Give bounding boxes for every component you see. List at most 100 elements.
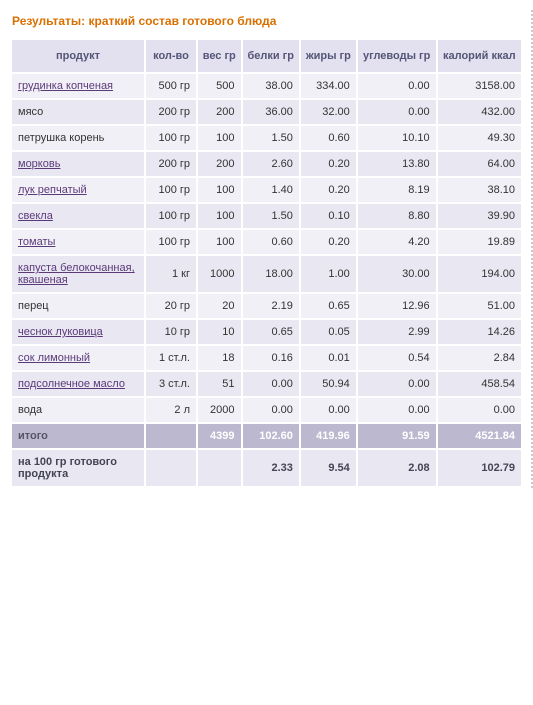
table-row: подсолнечное масло3 ст.л.510.0050.940.00… <box>11 371 522 397</box>
carbs-cell: 12.96 <box>357 293 437 319</box>
col-qty: кол-во <box>145 39 197 73</box>
per100-kcal: 102.79 <box>437 449 522 487</box>
per100-weight <box>197 449 242 487</box>
product-cell: петрушка корень <box>11 125 145 151</box>
total-carbs: 91.59 <box>357 423 437 449</box>
weight-cell: 51 <box>197 371 242 397</box>
kcal-cell: 2.84 <box>437 345 522 371</box>
table-row: лук репчатый100 гр1001.400.208.1938.10 <box>11 177 522 203</box>
fat-cell: 0.60 <box>300 125 357 151</box>
product-link[interactable]: подсолнечное масло <box>18 378 125 390</box>
col-carbs: углеводы гр <box>357 39 437 73</box>
total-label: итого <box>11 423 145 449</box>
product-link[interactable]: томаты <box>18 236 55 248</box>
qty-cell: 200 гр <box>145 99 197 125</box>
product-link[interactable]: грудинка копченая <box>18 80 113 92</box>
qty-cell: 100 гр <box>145 125 197 151</box>
table-row: свекла100 гр1001.500.108.8039.90 <box>11 203 522 229</box>
product-link[interactable]: свекла <box>18 210 53 222</box>
product-link[interactable]: сок лимонный <box>18 352 90 364</box>
fat-cell: 0.20 <box>300 151 357 177</box>
protein-cell: 38.00 <box>242 73 300 99</box>
protein-cell: 18.00 <box>242 255 300 293</box>
total-fat: 419.96 <box>300 423 357 449</box>
total-qty <box>145 423 197 449</box>
product-link[interactable]: капуста белокочанная, квашеная <box>18 262 135 286</box>
product-cell: томаты <box>11 229 145 255</box>
weight-cell: 100 <box>197 229 242 255</box>
fat-cell: 50.94 <box>300 371 357 397</box>
table-row: грудинка копченая500 гр50038.00334.000.0… <box>11 73 522 99</box>
nutrition-table-container: Результаты: краткий состав готового блюд… <box>10 10 533 488</box>
table-row: петрушка корень100 гр1001.500.6010.1049.… <box>11 125 522 151</box>
weight-cell: 2000 <box>197 397 242 423</box>
carbs-cell: 8.80 <box>357 203 437 229</box>
table-row: морковь200 гр2002.600.2013.8064.00 <box>11 151 522 177</box>
kcal-cell: 432.00 <box>437 99 522 125</box>
fat-cell: 0.20 <box>300 229 357 255</box>
product-cell: свекла <box>11 203 145 229</box>
product-link[interactable]: морковь <box>18 158 60 170</box>
qty-cell: 3 ст.л. <box>145 371 197 397</box>
nutrition-table: продукт кол-во вес гр белки гр жиры гр у… <box>10 38 523 488</box>
qty-cell: 100 гр <box>145 177 197 203</box>
protein-cell: 0.00 <box>242 397 300 423</box>
table-row: вода2 л20000.000.000.000.00 <box>11 397 522 423</box>
kcal-cell: 49.30 <box>437 125 522 151</box>
protein-cell: 0.65 <box>242 319 300 345</box>
qty-cell: 2 л <box>145 397 197 423</box>
table-row: мясо200 гр20036.0032.000.00432.00 <box>11 99 522 125</box>
header-row: продукт кол-во вес гр белки гр жиры гр у… <box>11 39 522 73</box>
qty-cell: 100 гр <box>145 229 197 255</box>
carbs-cell: 0.00 <box>357 397 437 423</box>
total-row: итого 4399 102.60 419.96 91.59 4521.84 <box>11 423 522 449</box>
product-cell: чеснок луковица <box>11 319 145 345</box>
fat-cell: 32.00 <box>300 99 357 125</box>
per100-row: на 100 гр готового продукта 2.33 9.54 2.… <box>11 449 522 487</box>
weight-cell: 500 <box>197 73 242 99</box>
kcal-cell: 64.00 <box>437 151 522 177</box>
protein-cell: 1.40 <box>242 177 300 203</box>
kcal-cell: 0.00 <box>437 397 522 423</box>
carbs-cell: 0.00 <box>357 371 437 397</box>
qty-cell: 1 кг <box>145 255 197 293</box>
weight-cell: 100 <box>197 203 242 229</box>
carbs-cell: 10.10 <box>357 125 437 151</box>
qty-cell: 200 гр <box>145 151 197 177</box>
weight-cell: 20 <box>197 293 242 319</box>
table-row: томаты 100 гр1000.600.204.2019.89 <box>11 229 522 255</box>
table-row: сок лимонный1 ст.л.180.160.010.542.84 <box>11 345 522 371</box>
product-cell: морковь <box>11 151 145 177</box>
total-weight: 4399 <box>197 423 242 449</box>
weight-cell: 100 <box>197 177 242 203</box>
product-cell: грудинка копченая <box>11 73 145 99</box>
carbs-cell: 8.19 <box>357 177 437 203</box>
product-cell: сок лимонный <box>11 345 145 371</box>
table-row: чеснок луковица10 гр100.650.052.9914.26 <box>11 319 522 345</box>
carbs-cell: 2.99 <box>357 319 437 345</box>
col-fat: жиры гр <box>300 39 357 73</box>
protein-cell: 36.00 <box>242 99 300 125</box>
fat-cell: 334.00 <box>300 73 357 99</box>
product-cell: вода <box>11 397 145 423</box>
kcal-cell: 19.89 <box>437 229 522 255</box>
carbs-cell: 4.20 <box>357 229 437 255</box>
protein-cell: 2.19 <box>242 293 300 319</box>
protein-cell: 2.60 <box>242 151 300 177</box>
kcal-cell: 39.90 <box>437 203 522 229</box>
table-title: Результаты: краткий состав готового блюд… <box>10 10 523 38</box>
weight-cell: 10 <box>197 319 242 345</box>
weight-cell: 100 <box>197 125 242 151</box>
table-row: перец20 гр202.190.6512.9651.00 <box>11 293 522 319</box>
product-link[interactable]: лук репчатый <box>18 184 87 196</box>
carbs-cell: 0.00 <box>357 73 437 99</box>
protein-cell: 1.50 <box>242 125 300 151</box>
fat-cell: 0.05 <box>300 319 357 345</box>
kcal-cell: 38.10 <box>437 177 522 203</box>
table-row: капуста белокочанная, квашеная1 кг100018… <box>11 255 522 293</box>
protein-cell: 0.60 <box>242 229 300 255</box>
col-weight: вес гр <box>197 39 242 73</box>
product-cell: перец <box>11 293 145 319</box>
weight-cell: 200 <box>197 151 242 177</box>
product-link[interactable]: чеснок луковица <box>18 326 103 338</box>
